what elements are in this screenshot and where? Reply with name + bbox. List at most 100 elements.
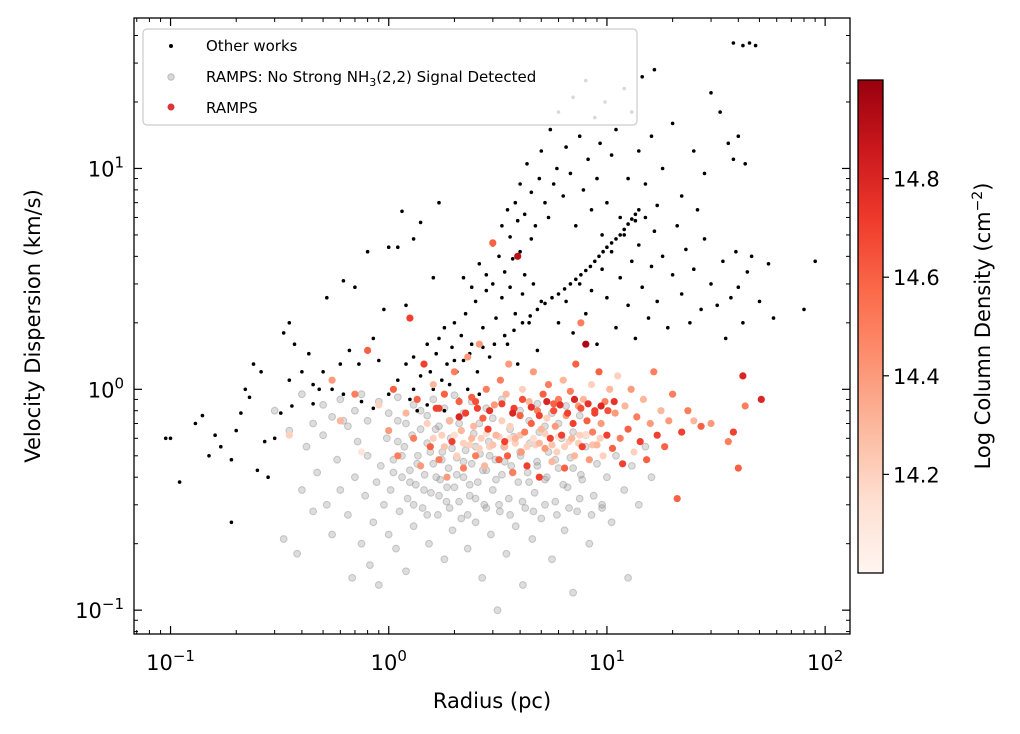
point-other-works <box>459 333 464 338</box>
point-ramps-no-signal <box>414 451 422 460</box>
point-other-works <box>341 392 346 397</box>
point-other-works <box>692 149 696 153</box>
point-ramps-no-signal <box>647 473 656 482</box>
point-other-works <box>465 387 470 392</box>
legend-label-ramps-no-signal: RAMPS: No Strong NH3(2,2) Signal Detecte… <box>206 68 536 89</box>
point-other-works <box>675 224 679 228</box>
point-ramps <box>486 407 494 415</box>
point-ramps <box>653 431 661 439</box>
point-other-works <box>371 336 376 341</box>
point-ramps-no-signal <box>431 425 440 434</box>
point-other-works <box>440 378 444 383</box>
point-ramps-no-signal <box>457 514 466 523</box>
point-other-works <box>311 382 315 387</box>
point-ramps <box>589 428 597 436</box>
point-ramps-no-signal <box>461 446 470 455</box>
point-ramps <box>518 395 527 403</box>
y-tick-label: 10−1 <box>75 595 124 623</box>
point-ramps-no-signal <box>471 494 480 503</box>
point-ramps <box>550 407 558 415</box>
point-other-works <box>469 285 474 290</box>
point-other-works <box>736 134 741 138</box>
point-ramps <box>406 314 414 322</box>
point-ramps-no-signal <box>450 483 459 492</box>
point-other-works <box>649 264 654 269</box>
y-axis-label: Velocity Dispersion (km/s) <box>21 189 45 463</box>
point-other-works <box>500 295 504 300</box>
point-ramps-no-signal <box>598 500 606 509</box>
point-ramps <box>470 422 478 430</box>
point-ramps-no-signal <box>577 470 585 479</box>
point-ramps <box>568 434 576 442</box>
point-other-works <box>670 121 675 126</box>
point-ramps-no-signal <box>569 428 577 437</box>
point-ramps <box>375 401 383 409</box>
point-other-works <box>579 273 583 277</box>
point-other-works <box>626 222 630 226</box>
point-other-works <box>741 321 745 325</box>
point-ramps-no-signal <box>485 451 494 460</box>
point-ramps-no-signal <box>452 470 461 479</box>
point-other-works <box>510 257 515 261</box>
point-other-works <box>396 245 400 249</box>
point-other-works <box>539 299 544 304</box>
point-ramps-no-signal <box>537 514 546 523</box>
point-ramps <box>577 319 585 327</box>
point-ramps <box>636 438 644 446</box>
point-ramps-no-signal <box>548 555 556 564</box>
point-other-works <box>643 182 648 186</box>
y-axis-ticks: 10−1 100 101 <box>75 34 850 633</box>
point-ramps <box>501 438 509 446</box>
point-other-works <box>539 149 544 153</box>
point-ramps-no-signal <box>392 544 400 553</box>
point-other-works <box>508 235 512 239</box>
point-ramps <box>517 448 525 456</box>
point-ramps-no-signal <box>450 391 459 400</box>
point-ramps-no-signal <box>398 473 406 482</box>
point-other-works <box>731 157 736 162</box>
point-ramps <box>529 434 538 442</box>
point-ramps <box>587 381 596 389</box>
point-ramps <box>608 444 617 452</box>
point-ramps <box>521 428 529 436</box>
point-ramps-no-signal <box>560 526 569 535</box>
point-ramps-no-signal <box>409 500 418 509</box>
point-ramps-no-signal <box>487 530 495 539</box>
point-ramps-no-signal <box>589 491 598 500</box>
point-ramps-no-signal <box>563 483 572 492</box>
point-other-works <box>609 153 614 157</box>
point-other-works <box>400 209 404 214</box>
point-other-works <box>595 342 599 347</box>
point-ramps <box>523 443 531 451</box>
point-ramps-no-signal <box>559 480 568 489</box>
point-ramps-no-signal <box>533 462 542 470</box>
legend-entry-ramps-no-signal: RAMPS: No Strong NH3(2,2) Signal Detecte… <box>167 68 536 89</box>
point-other-works <box>520 292 525 296</box>
point-ramps <box>582 431 590 439</box>
point-other-works <box>290 404 294 408</box>
point-ramps <box>440 443 448 451</box>
point-other-works <box>660 254 665 259</box>
point-other-works <box>715 303 719 308</box>
point-other-works <box>287 378 292 383</box>
point-other-works <box>562 287 567 291</box>
point-ramps <box>546 434 554 442</box>
point-ramps-no-signal <box>279 535 288 543</box>
point-other-works <box>670 273 675 277</box>
point-other-works <box>515 218 520 223</box>
plot-frame <box>133 17 851 635</box>
point-ramps <box>741 402 749 410</box>
point-other-works <box>207 454 211 458</box>
point-ramps-no-signal <box>498 470 506 479</box>
point-other-works <box>477 392 482 397</box>
point-other-works <box>377 358 381 363</box>
point-ramps-no-signal <box>463 511 472 519</box>
point-ramps <box>610 398 618 406</box>
point-ramps-no-signal <box>511 522 520 531</box>
point-ramps <box>438 431 446 439</box>
point-other-works <box>520 321 525 325</box>
point-other-works <box>425 403 430 407</box>
point-other-works <box>177 480 182 484</box>
point-other-works <box>442 408 447 413</box>
legend-marker-other-works <box>169 44 173 48</box>
